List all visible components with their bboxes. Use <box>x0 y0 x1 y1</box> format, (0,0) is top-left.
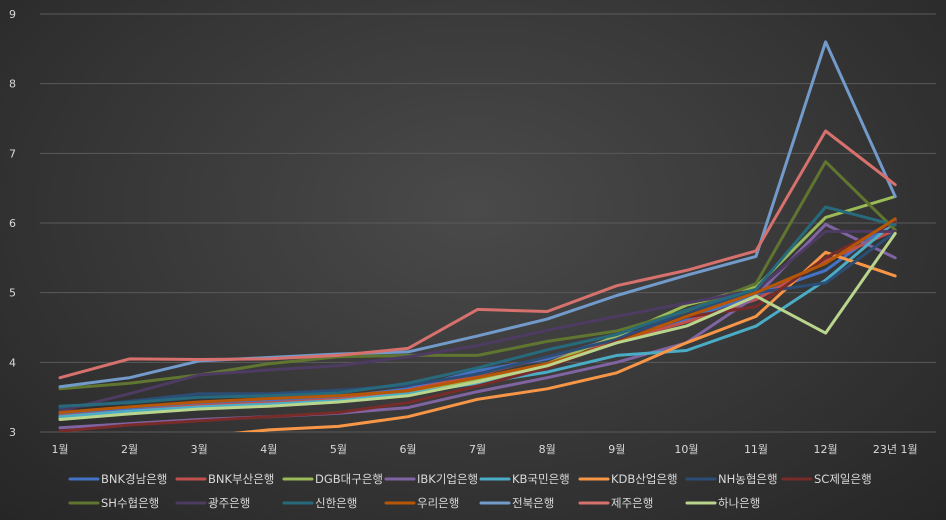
legend-item: SH수협은행 <box>68 496 159 510</box>
legend-item: 신한은행 <box>282 496 357 510</box>
legend-label: BNK경남은행 <box>101 472 167 486</box>
series-line <box>232 250 897 432</box>
legend-label: 전북은행 <box>512 496 554 510</box>
legend-label: DGB대구은행 <box>315 472 383 486</box>
legend-label: 우리은행 <box>417 496 459 510</box>
y-tick-label: 3 <box>9 426 16 439</box>
x-axis-ticks: 1월 2월 3월 4월 5월 6월 7월 8월 9월 10월 11월 12월 23년 1월 <box>51 443 917 456</box>
x-tick-label: 3월 <box>191 443 208 456</box>
legend-item: 광주은행 <box>175 496 250 510</box>
x-tick-label: 1월 <box>51 443 68 456</box>
y-tick-label: 7 <box>9 147 16 160</box>
y-tick-label: 5 <box>9 287 16 300</box>
legend-label: 신한은행 <box>315 496 357 510</box>
x-tick-label: 2월 <box>121 443 138 456</box>
series-line <box>58 217 897 414</box>
series-line <box>58 129 897 380</box>
legend-label: 광주은행 <box>208 496 250 510</box>
legend-label: KDB산업은행 <box>611 472 678 486</box>
series-line <box>58 232 897 421</box>
legend-item: 우리은행 <box>384 496 459 510</box>
x-tick-label: 10월 <box>674 443 698 456</box>
legend: BNK경남은행 BNK부산은행 DGB대구은행 IBK기업은행 KB국민은행 KDB산업은… <box>68 472 872 510</box>
y-tick-label: 6 <box>9 217 16 230</box>
legend-label: BNK부산은행 <box>208 472 274 486</box>
legend-item: IBK기업은행 <box>384 472 478 486</box>
legend-item: KDB산업은행 <box>578 472 678 486</box>
legend-label: NH농협은행 <box>718 472 778 486</box>
y-tick-label: 4 <box>9 356 16 369</box>
x-tick-label: 4월 <box>260 443 277 456</box>
x-tick-label: 6월 <box>399 443 416 456</box>
x-tick-label: 7월 <box>469 443 486 456</box>
legend-item: NH농협은행 <box>685 472 778 486</box>
y-tick-label: 8 <box>9 78 16 91</box>
x-tick-label: 5월 <box>330 443 347 456</box>
x-tick-label: 8월 <box>539 443 556 456</box>
legend-label: KB국민은행 <box>512 472 570 486</box>
legend-item: BNK경남은행 <box>68 472 167 486</box>
legend-item: 제주은행 <box>578 496 653 510</box>
x-tick-label: 12월 <box>814 443 838 456</box>
series-line <box>58 40 897 389</box>
legend-label: 하나은행 <box>718 496 760 510</box>
x-tick-label: 23년 1월 <box>873 443 918 456</box>
series-lines <box>58 40 897 432</box>
legend-label: SH수협은행 <box>101 496 159 510</box>
legend-label: SC제일은행 <box>814 472 872 486</box>
legend-item: BNK부산은행 <box>175 472 274 486</box>
legend-item: 전북은행 <box>479 496 554 510</box>
series-line <box>58 220 897 432</box>
legend-item: DGB대구은행 <box>282 472 383 486</box>
legend-item: SC제일은행 <box>781 472 872 486</box>
y-tick-label: 9 <box>9 8 16 21</box>
legend-item: KB국민은행 <box>479 472 570 486</box>
x-tick-label: 11월 <box>744 443 768 456</box>
legend-item: 하나은행 <box>685 496 760 510</box>
series-line <box>58 205 897 408</box>
legend-label: IBK기업은행 <box>417 472 478 486</box>
x-tick-label: 9월 <box>608 443 625 456</box>
y-axis-ticks: 3 4 5 6 7 8 9 <box>9 8 16 439</box>
legend-label: 제주은행 <box>611 496 653 510</box>
